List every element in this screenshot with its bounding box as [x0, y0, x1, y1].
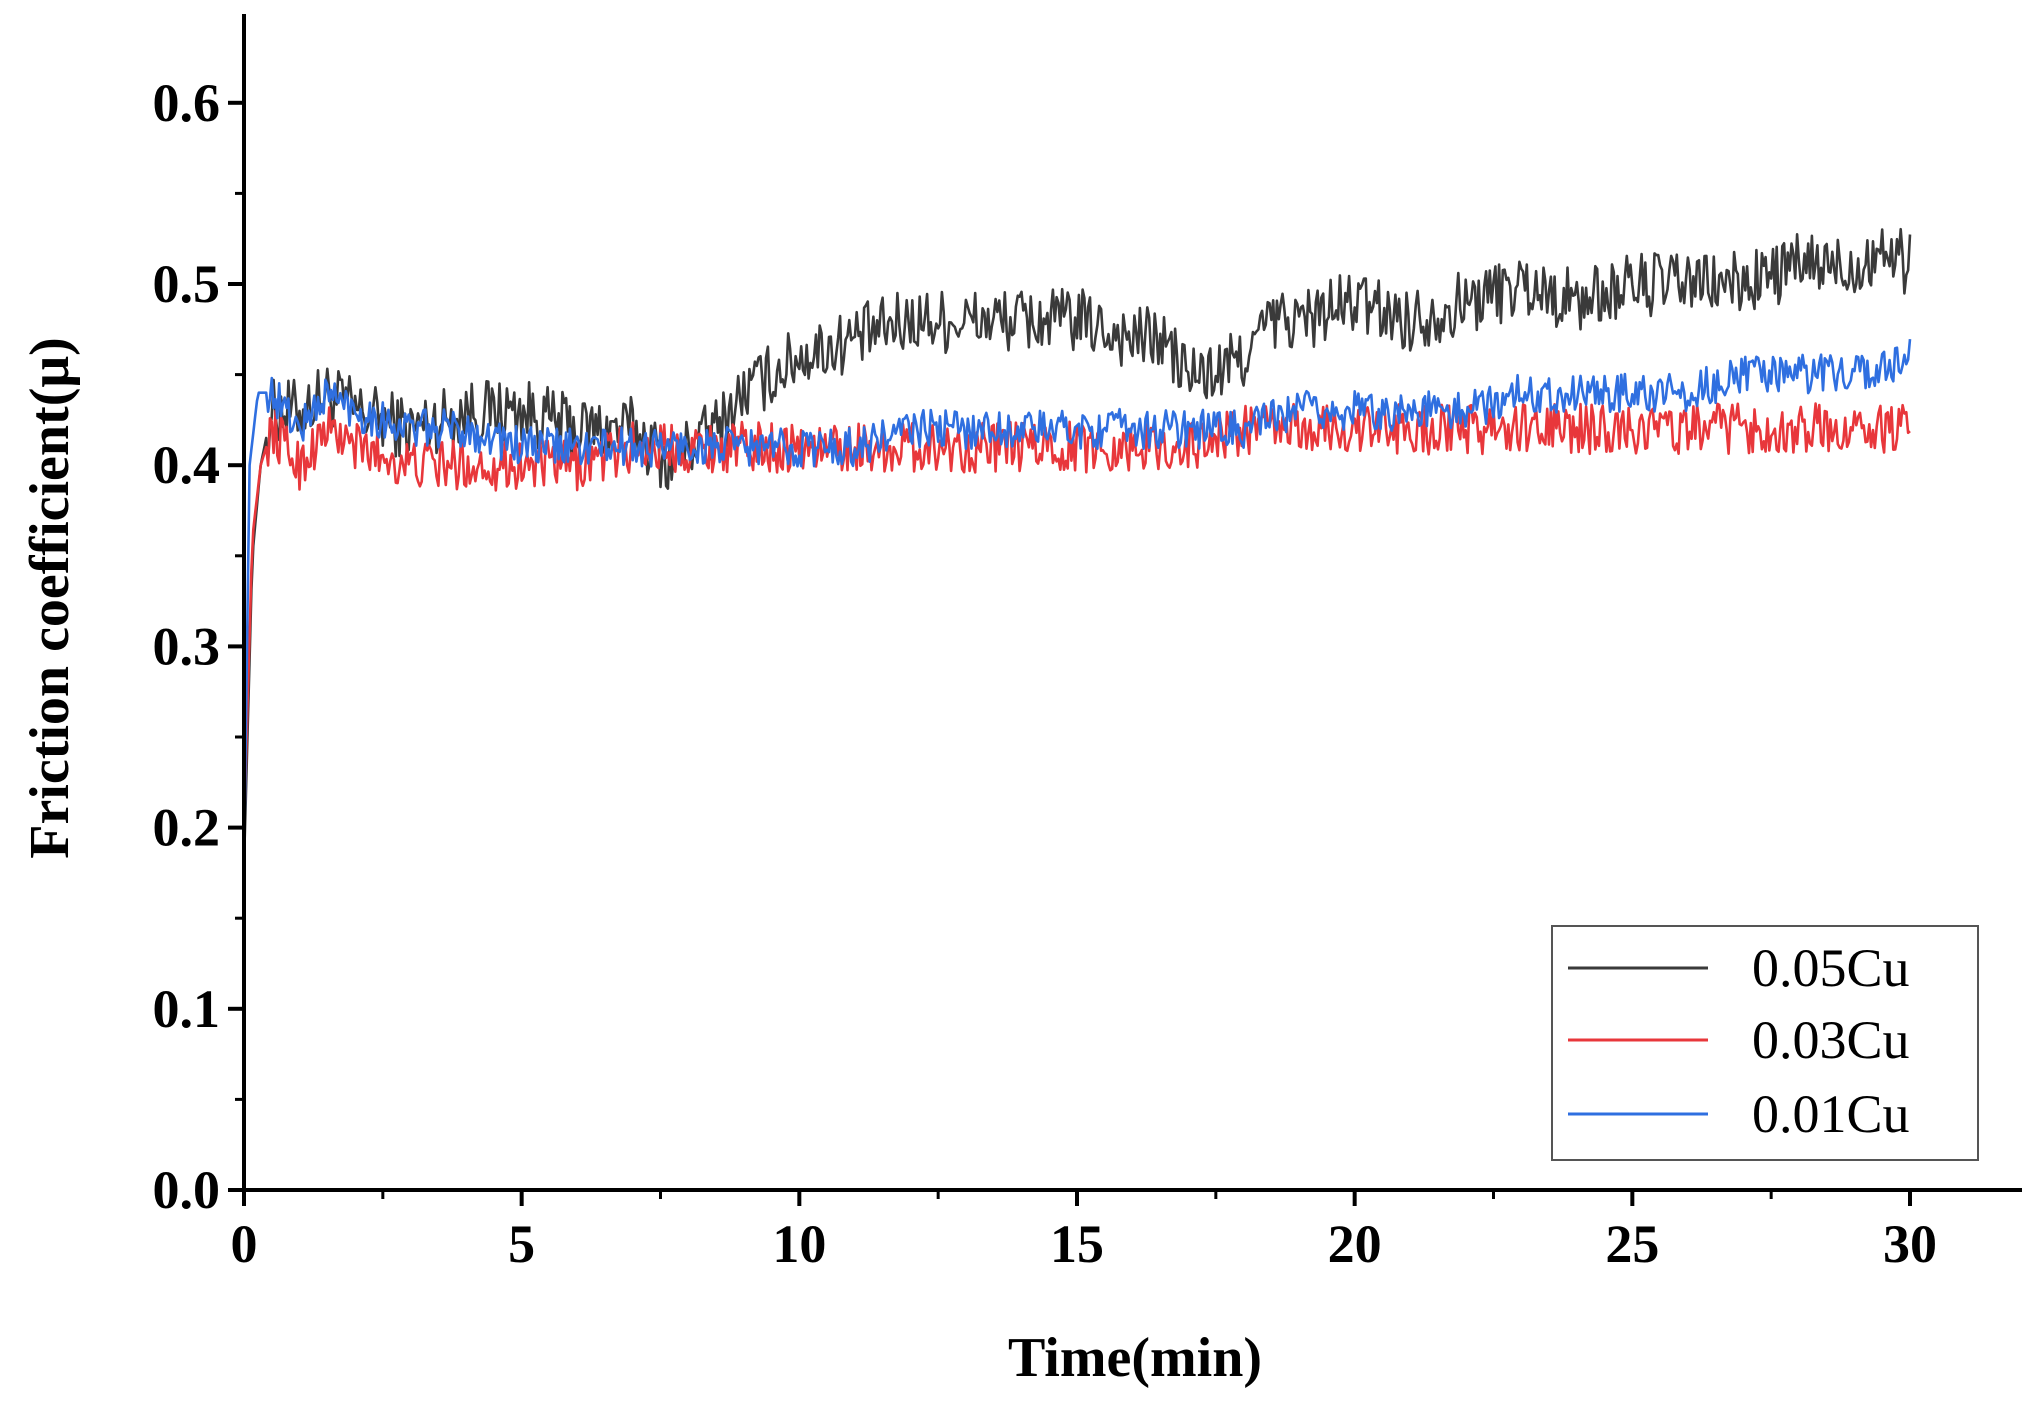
x-tick-label: 25 [1605, 1214, 1659, 1274]
x-tick-label: 0 [231, 1214, 258, 1274]
series-line-2 [242, 338, 1912, 864]
legend: 0.05Cu 0.03Cu 0.01Cu [1551, 925, 1979, 1161]
legend-label-2: 0.01Cu [1752, 1084, 1910, 1144]
y-tick-label: 0.4 [153, 435, 221, 495]
y-tick-label: 0.5 [153, 254, 221, 314]
y-tick-label: 0.0 [153, 1160, 221, 1220]
legend-label-0: 0.05Cu [1752, 938, 1910, 998]
y-tick-label: 0.6 [153, 73, 221, 133]
x-tick-label: 10 [772, 1214, 826, 1274]
series-line-0 [242, 227, 1912, 864]
x-tick-label: 5 [508, 1214, 535, 1274]
legend-box [1551, 925, 1979, 1161]
series-line-1 [242, 402, 1911, 828]
y-tick-label: 0.1 [153, 979, 221, 1039]
y-tick-label: 0.3 [153, 616, 221, 676]
x-tick-label: 15 [1050, 1214, 1104, 1274]
y-tick-label: 0.2 [153, 798, 221, 858]
y-axis-title: Friction coefficient(μ) [19, 337, 81, 859]
x-axis-title: Time(min) [1008, 1327, 1262, 1389]
legend-label-1: 0.03Cu [1752, 1010, 1910, 1070]
series-layer [242, 227, 1912, 864]
x-tick-label: 30 [1883, 1214, 1937, 1274]
ticks-layer: 0.0 0.1 0.2 0.3 0.4 0.5 0.6 0 5 10 15 20 25 30 [153, 73, 1938, 1274]
axes-layer [242, 14, 2022, 1192]
x-tick-label: 20 [1328, 1214, 1382, 1274]
